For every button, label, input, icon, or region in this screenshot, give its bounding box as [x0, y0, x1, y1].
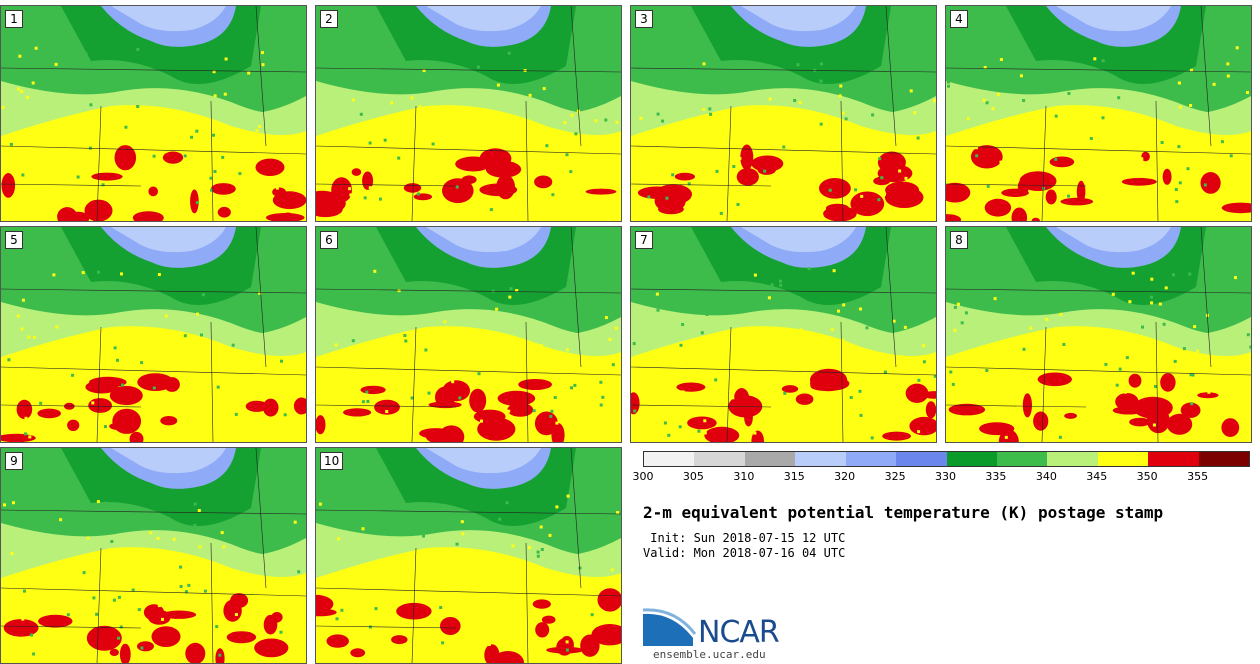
colorbar-segment: [694, 452, 745, 466]
colorbar-segment: [996, 452, 1048, 466]
map-field: [1, 448, 306, 663]
map-field: [316, 227, 621, 442]
map-field: [316, 448, 621, 663]
colorbar: [643, 451, 1250, 467]
panel-number: 8: [950, 231, 968, 249]
map-field: [946, 6, 1251, 221]
colorbar-tick-label: 320: [834, 470, 856, 483]
colorbar-tick-label: 340: [1035, 470, 1057, 483]
colorbar-tick-label: 315: [783, 470, 805, 483]
map-field: [316, 6, 621, 221]
panel-number: 10: [320, 452, 344, 470]
colorbar-tick-label: 355: [1187, 470, 1209, 483]
colorbar-segment: [644, 452, 695, 466]
logo-text: NCAR: [698, 615, 780, 650]
colorbar-tick-label: 330: [935, 470, 956, 483]
panel-number: 3: [635, 10, 653, 28]
map-panel: 7: [630, 226, 937, 443]
ncar-logo-icon: [643, 608, 697, 646]
panel-number: 9: [5, 452, 23, 470]
colorbar-tick-label: 345: [1086, 470, 1108, 483]
map-panel: 4: [945, 5, 1252, 222]
map-panel: 3: [630, 5, 937, 222]
init-time: Init: Sun 2018-07-15 12 UTC: [643, 531, 846, 545]
map-panel: 10: [315, 447, 622, 664]
map-panel: 8: [945, 226, 1252, 443]
panel-number: 6: [320, 231, 338, 249]
map-field: [946, 227, 1251, 442]
colorbar-tick-label: 305: [682, 470, 704, 483]
colorbar-segment: [1148, 452, 1199, 466]
map-panel: 9: [0, 447, 307, 664]
map-panel: 1: [0, 5, 307, 222]
colorbar-segment: [1198, 452, 1250, 466]
colorbar-segment: [1047, 452, 1098, 466]
panel-number: 2: [320, 10, 338, 28]
colorbar-tick-label: 350: [1136, 470, 1158, 483]
chart-title: 2-m equivalent potential temperature (K)…: [643, 503, 1164, 522]
map-field: [1, 227, 306, 442]
map-field: [1, 6, 306, 221]
panel-number: 5: [5, 231, 23, 249]
colorbar-segment: [795, 452, 846, 466]
colorbar-segment: [1097, 452, 1149, 466]
colorbar-segment: [744, 452, 796, 466]
map-panel: 2: [315, 5, 622, 222]
valid-time: Valid: Mon 2018-07-16 04 UTC: [643, 546, 846, 560]
colorbar-tick-label: 325: [884, 470, 906, 483]
map-panel: 5: [0, 226, 307, 443]
colorbar-tick-label: 300: [632, 470, 654, 483]
colorbar-segment: [896, 452, 947, 466]
map-field: [631, 227, 936, 442]
colorbar-segment: [946, 452, 997, 466]
colorbar-ticks: 300 305 310 315 320 325 330 335 340 345 350 355: [633, 470, 1248, 484]
map-panel: 6: [315, 226, 622, 443]
panel-number: 7: [635, 231, 653, 249]
panel-number: 4: [950, 10, 968, 28]
map-field: [631, 6, 936, 221]
logo-url: ensemble.ucar.edu: [653, 648, 766, 661]
colorbar-tick-label: 335: [985, 470, 1007, 483]
colorbar-segment: [845, 452, 897, 466]
colorbar-tick-label: 310: [733, 470, 755, 483]
panel-number: 1: [5, 10, 23, 28]
